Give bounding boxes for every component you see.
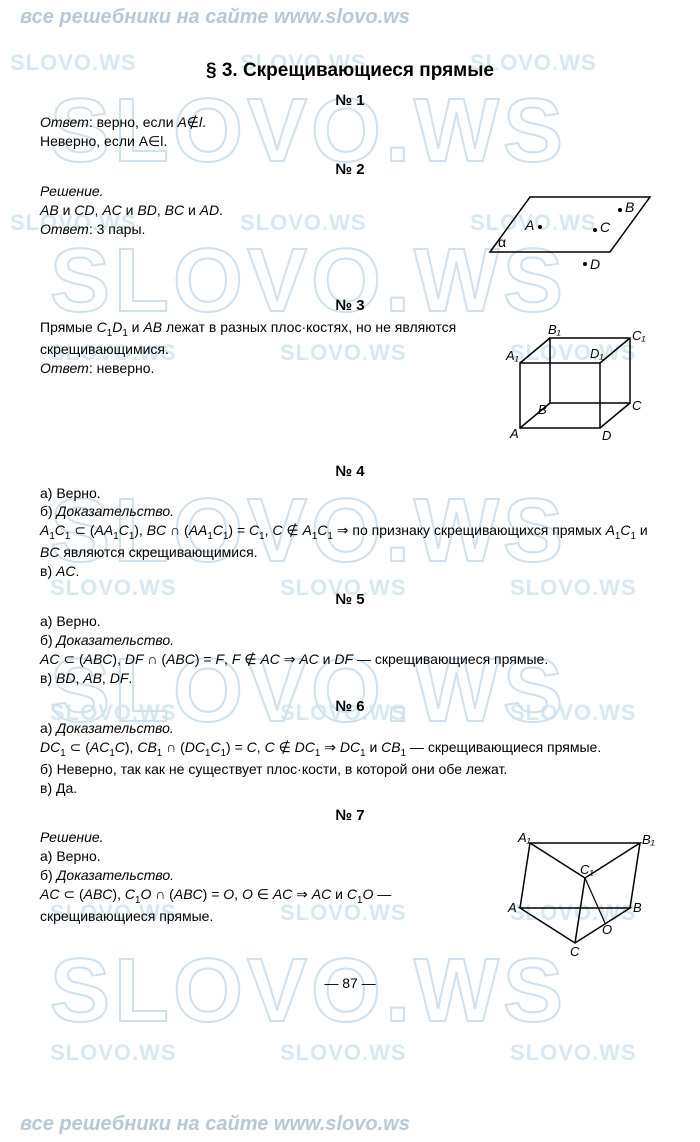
- header-banner: все решебники на сайте www.slovo.ws: [0, 6, 700, 29]
- watermark-text: SLOVO.WS: [280, 1040, 407, 1066]
- n2-l2: AB и CD, AC и BD, BC и AD.: [40, 201, 460, 220]
- svg-text:C₁: C₁: [632, 328, 646, 343]
- n4-a: а) Верно.: [40, 484, 660, 503]
- n1-line1: Ответ: верно, если A∉l.: [40, 113, 660, 132]
- watermark-text: SLOVO.WS: [50, 1040, 177, 1066]
- heading-n2: № 2: [40, 161, 660, 178]
- svg-text:B₁: B₁: [642, 832, 655, 847]
- svg-text:C: C: [600, 219, 611, 235]
- block-n6: а) Доказательство. DC1 ⊂ (AC1C), CB1 ∩ (…: [40, 719, 660, 798]
- svg-text:A: A: [524, 217, 534, 233]
- n1-line2: Неверно, если A∈l.: [40, 132, 660, 151]
- heading-n5: № 5: [40, 591, 660, 608]
- block-n4: а) Верно. б) Доказательство. A1C1 ⊂ (AA1…: [40, 484, 660, 582]
- n7-b: б) Доказательство.: [40, 866, 490, 885]
- svg-text:A₁: A₁: [517, 830, 531, 845]
- n6-a: а) Доказательство.: [40, 719, 660, 738]
- n7-r: Решение.: [40, 828, 490, 847]
- svg-text:C: C: [632, 398, 642, 413]
- svg-text:B: B: [625, 199, 634, 215]
- n2-text: Решение. AB и CD, AC и BD, BC и AD. Отве…: [40, 182, 460, 239]
- n5-b: б) Доказательство.: [40, 631, 660, 650]
- heading-n6: № 6: [40, 698, 660, 715]
- svg-text:D₁: D₁: [590, 346, 604, 361]
- svg-text:C: C: [570, 944, 580, 958]
- n6-proof: DC1 ⊂ (AC1C), CB1 ∩ (DC1C1) = C, C ∉ DC1…: [40, 738, 660, 760]
- n7-figure: A B C O A₁ B₁ C₁: [500, 828, 660, 963]
- n7-proof: AC ⊂ (ABC), C1O ∩ (ABC) = O, O ∈ AC ⇒ AC…: [40, 885, 490, 926]
- watermark-text: SLOVO.WS: [510, 1040, 637, 1066]
- n3-l2: Ответ: неверно.: [40, 359, 480, 378]
- svg-text:D: D: [602, 428, 611, 443]
- svg-text:B: B: [633, 900, 642, 915]
- svg-text:A: A: [509, 426, 519, 441]
- n4-b: б) Доказательство.: [40, 502, 660, 521]
- block-n2: Решение. AB и CD, AC и BD, BC и AD. Отве…: [40, 182, 660, 287]
- n4-proof: A1C1 ⊂ (AA1C1), BC ∩ (AA1C1) = C1, C ∉ A…: [40, 521, 660, 562]
- page: все решебники на сайте www.slovo.ws все …: [0, 0, 700, 1142]
- heading-n3: № 3: [40, 297, 660, 314]
- svg-text:α: α: [498, 234, 506, 250]
- n7-text: Решение. а) Верно. б) Доказательство. AC…: [40, 828, 490, 926]
- block-n7: Решение. а) Верно. б) Доказательство. AC…: [40, 828, 660, 963]
- n7-a: а) Верно.: [40, 847, 490, 866]
- n5-proof: AC ⊂ (ABC), DF ∩ (ABC) = F, F ∉ AC ⇒ AC …: [40, 650, 660, 669]
- svg-text:B₁: B₁: [548, 322, 561, 337]
- svg-text:D: D: [590, 256, 600, 272]
- n3-figure: A D C B A₁ D₁ C₁ B₁: [490, 318, 660, 453]
- svg-text:A₁: A₁: [505, 348, 519, 363]
- n2-l1: Решение.: [40, 182, 460, 201]
- block-n1: Ответ: верно, если A∉l. Неверно, если A∈…: [40, 113, 660, 151]
- heading-n4: № 4: [40, 463, 660, 480]
- svg-text:O: O: [602, 922, 612, 937]
- n6-v: в) Да.: [40, 779, 660, 798]
- footer-banner: все решебники на сайте www.slovo.ws: [0, 1113, 700, 1136]
- page-number: — 87 —: [40, 975, 660, 991]
- heading-n7: № 7: [40, 807, 660, 824]
- n5-v: в) BD, AB, DF.: [40, 669, 660, 688]
- content: § 3. Скрещивающиеся прямые № 1 Ответ: ве…: [40, 60, 660, 991]
- heading-n1: № 1: [40, 92, 660, 109]
- svg-text:B: B: [538, 402, 547, 417]
- n5-a: а) Верно.: [40, 612, 660, 631]
- svg-text:A: A: [507, 900, 517, 915]
- block-n3: Прямые C1D1 и AB лежат в разных плос·кос…: [40, 318, 660, 453]
- n3-l1: Прямые C1D1 и AB лежат в разных плос·кос…: [40, 318, 480, 359]
- n2-l3: Ответ: 3 пары.: [40, 220, 460, 239]
- svg-text:C₁: C₁: [580, 862, 594, 877]
- n2-figure: A B C D α: [470, 182, 660, 287]
- n6-b: б) Неверно, так как не существует плос·к…: [40, 760, 660, 779]
- block-n5: а) Верно. б) Доказательство. AC ⊂ (ABC),…: [40, 612, 660, 688]
- n3-text: Прямые C1D1 и AB лежат в разных плос·кос…: [40, 318, 480, 378]
- n4-v: в) AC.: [40, 562, 660, 581]
- section-title: § 3. Скрещивающиеся прямые: [40, 60, 660, 82]
